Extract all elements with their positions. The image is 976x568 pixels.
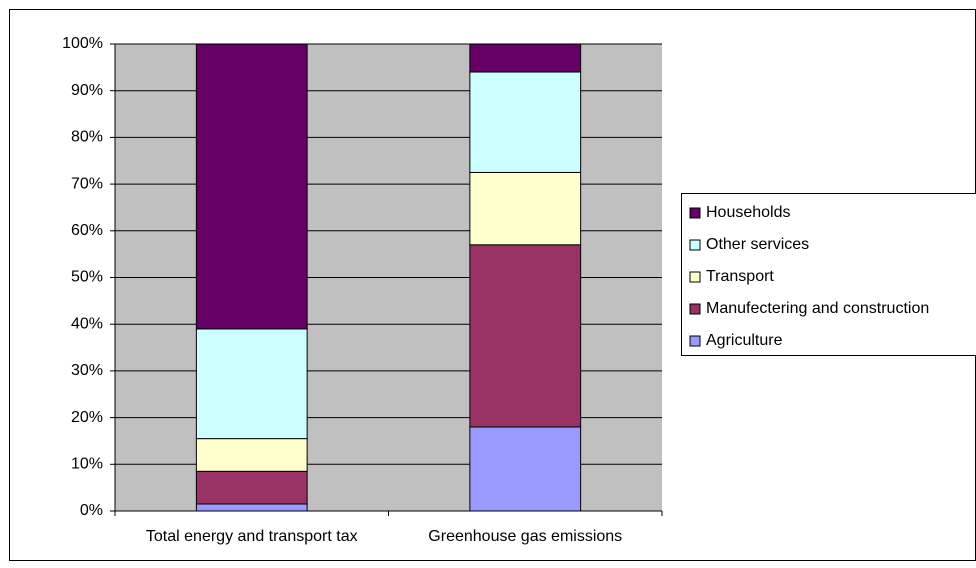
legend-label: Agriculture: [706, 332, 783, 349]
bar-segment: [469, 244, 582, 428]
bar-segment: [195, 503, 308, 512]
bar-segment: [195, 328, 308, 440]
legend-label: Households: [706, 204, 791, 221]
bar-segment: [195, 43, 308, 330]
legend-label: Manufectering and construction: [706, 300, 929, 317]
legend-swatch: [689, 335, 701, 347]
y-tick-label: 0%: [80, 502, 103, 519]
legend-swatch: [689, 207, 701, 219]
bar-segment: [195, 438, 308, 472]
x-tick-label: Total energy and transport tax: [146, 528, 358, 545]
x-tick-label: Greenhouse gas emissions: [428, 528, 622, 545]
bar-segment: [469, 426, 582, 512]
y-tick-label: 60%: [71, 222, 103, 239]
legend: [681, 193, 976, 356]
legend-label: Other services: [706, 236, 809, 253]
y-tick-label: 50%: [71, 269, 103, 286]
y-tick-label: 80%: [71, 129, 103, 146]
y-tick-label: 90%: [71, 82, 103, 99]
y-tick-label: 10%: [71, 456, 103, 473]
legend-swatch: [689, 303, 701, 315]
bar-segment: [195, 470, 308, 505]
legend-swatch: [689, 271, 701, 283]
y-tick-label: 70%: [71, 175, 103, 192]
bar-segment: [469, 71, 582, 173]
bar-segment: [469, 43, 582, 73]
y-tick-label: 30%: [71, 362, 103, 379]
y-tick-label: 100%: [62, 35, 103, 52]
legend-label: Transport: [706, 268, 774, 285]
bar-segment: [469, 171, 582, 246]
legend-swatch: [689, 239, 701, 251]
y-tick-label: 20%: [71, 409, 103, 426]
y-tick-label: 40%: [71, 315, 103, 332]
